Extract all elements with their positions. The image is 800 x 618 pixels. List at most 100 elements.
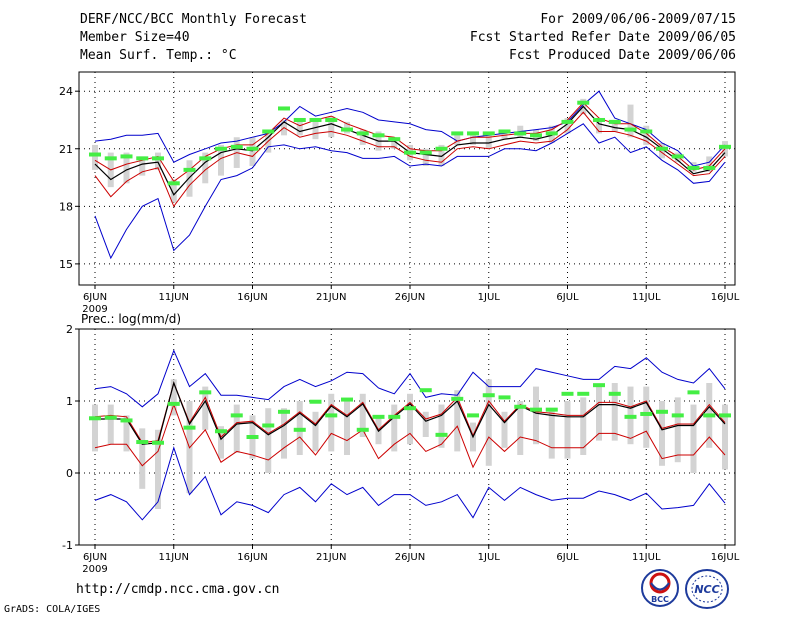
source-url[interactable]: http://cmdp.ncc.cma.gov.cn <box>76 582 280 597</box>
temperature-clim-mark <box>215 146 227 151</box>
temperature-year-label: 2009 <box>82 304 107 315</box>
precipitation-range-bar <box>155 429 161 509</box>
precipitation-range-bar <box>580 397 587 455</box>
ncc-logo: NCC <box>684 568 730 610</box>
temperature-clim-mark <box>152 156 164 161</box>
temperature-range-bar <box>501 129 508 140</box>
precipitation-xtick-label: 26JUN <box>395 552 425 563</box>
precipitation-title: Prec.: log(mm/d) <box>81 312 181 326</box>
precipitation-range-bar <box>422 411 429 437</box>
precipitation-range-bar <box>454 390 461 452</box>
produced-date: Fcst Produced Date 2009/06/06 <box>509 48 736 63</box>
ncc-logo-text: NCC <box>694 583 719 596</box>
temperature-range-bar <box>706 156 713 172</box>
temperature-range-bar <box>312 121 319 140</box>
precipitation-xtick-label: 6JUN <box>83 552 107 563</box>
temperature-range-bar <box>643 125 650 145</box>
precipitation-ytick-label: -1 <box>62 539 73 552</box>
precipitation-range-bar <box>611 383 618 441</box>
temperature-xtick-label: 26JUN <box>395 292 425 303</box>
temperature-clim-mark <box>703 165 716 170</box>
precipitation-range-bar <box>438 404 445 448</box>
precipitation-clim-mark <box>388 414 401 419</box>
bcc-logo-text: BCC <box>651 595 669 604</box>
temperature-xtick-label: 11JUN <box>159 292 189 303</box>
precipitation-xtick-label: 11JUL <box>632 552 661 563</box>
temperature-clim-mark <box>404 150 416 155</box>
temperature-min-line <box>94 123 726 260</box>
temperature-clim-mark <box>104 156 117 161</box>
precipitation-clim-mark <box>656 409 668 414</box>
precipitation-upper-line <box>94 381 726 444</box>
temperature-ytick-label: 15 <box>59 258 73 271</box>
temperature-frame <box>78 71 736 286</box>
temperature-xtick-label: 6JUL <box>556 292 579 303</box>
temperature-range-bar <box>170 179 177 203</box>
precipitation-clim-mark <box>325 413 338 418</box>
precipitation-xtick-label: 16JUL <box>711 552 740 563</box>
temperature-range-bar <box>202 152 209 184</box>
member-size: Member Size=40 <box>80 30 190 45</box>
precipitation-clim-mark <box>167 401 180 406</box>
precipitation-clim-mark <box>230 413 243 418</box>
temperature-clim-mark <box>435 146 448 151</box>
temperature-range-bar <box>438 144 445 167</box>
precipitation-range-bar <box>107 404 114 445</box>
precipitation-clim-mark <box>451 396 464 401</box>
precipitation-range-bar <box>674 397 681 463</box>
precipitation-range-bar <box>548 408 555 459</box>
precipitation-range-bar <box>564 401 571 459</box>
temperature-clim-mark <box>608 119 621 124</box>
precipitation-clim-mark <box>530 407 542 412</box>
precipitation-clim-mark <box>309 399 322 404</box>
temperature-clim-mark <box>624 127 637 132</box>
precipitation-clim-mark <box>624 414 637 419</box>
temperature-xtick-label: 6JUN <box>83 292 107 303</box>
precipitation-range-bar <box>533 386 539 445</box>
temperature-range-bar <box>328 116 335 138</box>
precipitation-range-bar <box>328 393 335 452</box>
bcc-logo: BCC <box>640 568 680 608</box>
temperature-clim-mark <box>577 100 590 105</box>
temperature-clim-mark <box>199 156 212 161</box>
precipitation-clim-mark <box>703 413 716 418</box>
temperature-clim-mark <box>514 131 527 136</box>
precipitation-clim-mark <box>183 425 196 430</box>
precipitation-xtick-label: 21JUN <box>316 552 346 563</box>
grads-credit: GrADS: COLA/IGES <box>4 604 101 615</box>
temperature-clim-mark <box>593 117 605 122</box>
precipitation-clim-mark <box>293 427 306 432</box>
precipitation-range-bar <box>722 404 728 470</box>
precipitation-clim-mark <box>561 391 574 396</box>
temperature-clim-mark <box>451 131 464 136</box>
precipitation-lower-line <box>94 403 726 469</box>
temperature-clim-mark <box>309 117 322 122</box>
temperature-range-bar <box>470 133 476 145</box>
precipitation-clim-mark <box>671 413 684 418</box>
precipitation-max-line <box>94 349 726 408</box>
temperature-clim-mark <box>719 144 731 149</box>
precipitation-clim-mark <box>498 395 511 400</box>
temperature-range-bar <box>564 118 571 134</box>
precipitation-mean-line <box>95 381 726 445</box>
precipitation-ytick-label: 2 <box>66 323 73 336</box>
forecast-period: For 2009/06/06-2009/07/15 <box>540 12 736 27</box>
precipitation-clim-mark <box>719 413 731 418</box>
temperature-clim-mark <box>136 156 149 161</box>
precipitation-clim-mark <box>608 391 621 396</box>
precipitation-clim-mark <box>593 383 605 388</box>
temperature-lower-line <box>94 111 726 208</box>
temperature-clim-mark <box>341 127 353 132</box>
precipitation-range-bar <box>202 386 209 430</box>
temperature-range-bar <box>485 133 492 149</box>
chart-title: DERF/NCC/BCC Monthly Forecast <box>80 12 307 27</box>
precipitation-frame <box>78 328 736 546</box>
precipitation-clim-mark <box>467 413 479 418</box>
temperature-clim-mark <box>89 152 101 157</box>
precipitation-clim-mark <box>89 416 101 421</box>
temperature-clim-mark <box>278 106 290 111</box>
precipitation-ytick-label: 0 <box>66 467 73 480</box>
temperature-clim-mark <box>656 146 668 151</box>
